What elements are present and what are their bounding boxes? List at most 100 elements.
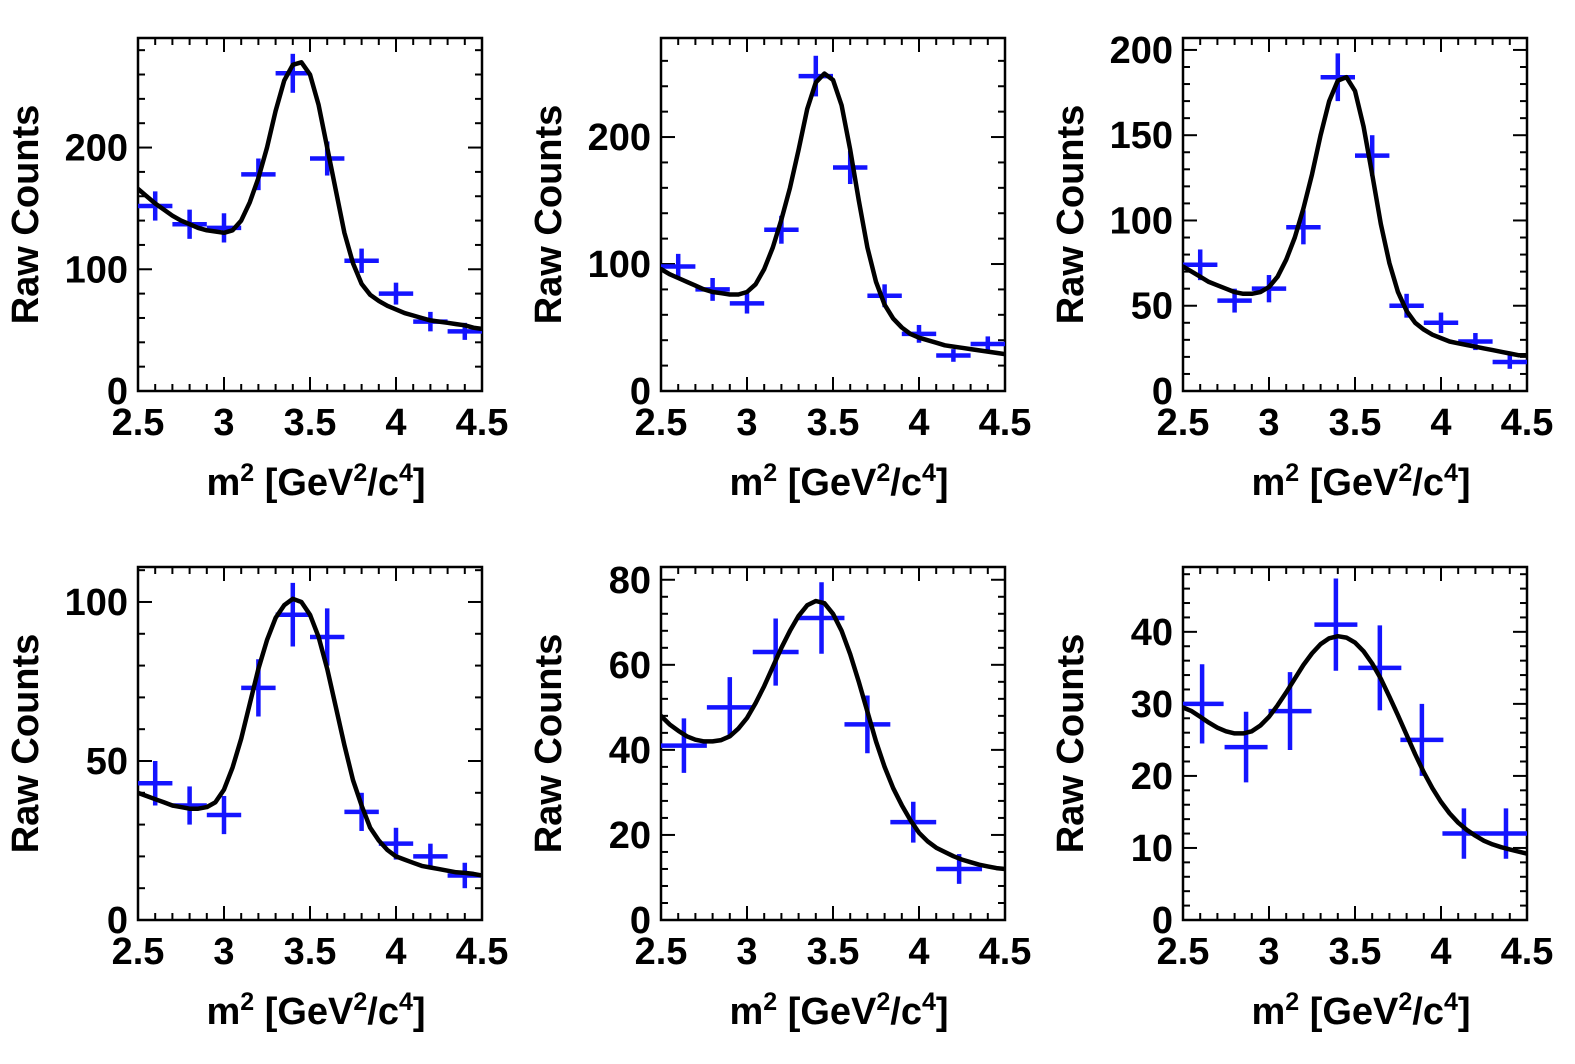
x-tick-label: 4.5: [1501, 402, 1554, 444]
data-point: [1183, 664, 1224, 744]
fit-curve: [661, 71, 1005, 357]
x-tick-label: 3: [213, 931, 234, 973]
y-axis-label: Raw Counts: [528, 105, 570, 325]
y-tick-label: 40: [609, 730, 651, 772]
data-point: [1492, 355, 1527, 369]
x-axis-label: m2 [GeV2/c4]: [206, 988, 425, 1033]
data-point: [310, 608, 345, 666]
x-tick-label: 2.5: [635, 402, 688, 444]
data-point: [970, 336, 1005, 352]
plot-frame: [1181, 565, 1529, 922]
y-axis-label: Raw Counts: [1050, 634, 1092, 854]
fit-curve: [138, 60, 482, 332]
y-tick-label: 100: [65, 249, 128, 291]
y-tick-label: 0: [1152, 371, 1173, 413]
x-tick-label: 4: [908, 402, 929, 444]
x-axis-label: m2 [GeV2/c4]: [1251, 459, 1470, 504]
data-point: [275, 53, 310, 93]
data-point: [661, 718, 707, 773]
x-tick-label: 4: [385, 402, 406, 444]
y-tick-label: 80: [609, 560, 651, 602]
panel-2: 2.5 3 3.5 4 4.5 0 100 200 m2 [GeV2/c4] Raw Counts: [528, 36, 1032, 504]
x-tick-label: 4.5: [979, 402, 1032, 444]
x-tick-label: 3.5: [807, 402, 860, 444]
x-axis-label: m2 [GeV2/c4]: [206, 459, 425, 504]
y-tick-label: 0: [1152, 900, 1173, 942]
x-tick-label: 3.5: [1329, 402, 1382, 444]
x-tick-label: 2.5: [635, 931, 688, 973]
y-tick-label: 100: [65, 582, 128, 624]
y-tick-label: 0: [630, 371, 651, 413]
x-axis-label: m2 [GeV2/c4]: [1251, 988, 1470, 1033]
data-point: [729, 293, 765, 314]
x-tick-label: 4: [1430, 931, 1451, 973]
plot-area: [138, 582, 482, 889]
y-tick-label: 200: [1110, 30, 1173, 72]
data-point: [706, 677, 753, 738]
panel-6: 2.5 3 3.5 4 4.5 0 10 20 30 40 m2 [GeV2/c4] Raw Coun…: [1050, 565, 1554, 1033]
x-tick-label: 2.5: [112, 931, 165, 973]
y-tick-label: 150: [1110, 115, 1173, 157]
y-tick-label: 10: [1131, 828, 1173, 870]
x-tick-label: 2.5: [112, 402, 165, 444]
y-tick-label: 50: [86, 741, 128, 783]
x-tick-label: 2.5: [1157, 931, 1210, 973]
y-tick-label: 60: [609, 645, 651, 687]
x-tick-label: 3.5: [284, 931, 337, 973]
y-tick-label: 20: [609, 815, 651, 857]
plot-area: [1183, 578, 1527, 859]
panel-5: 2.5 3 3.5 4 4.5 0 20 40 60 80 m2 [GeV2/c4] Raw Coun…: [528, 560, 1031, 1033]
plot-frame: [659, 36, 1007, 393]
y-axis-label: Raw Counts: [5, 634, 47, 854]
y-tick-label: 30: [1131, 684, 1173, 726]
fit-curve: [661, 598, 1005, 872]
plot-area: [138, 53, 482, 340]
fit-curve: [1183, 633, 1527, 856]
x-tick-label: 4: [385, 931, 406, 973]
panel-1: 2.5 3 3.5 4 4.5 0 100 200 m2 [GeV2/c4] Raw Counts: [5, 36, 509, 504]
plot-area: [1183, 53, 1527, 369]
x-tick-label: 3: [213, 402, 234, 444]
y-tick-label: 200: [588, 117, 651, 159]
x-tick-label: 3: [1258, 402, 1279, 444]
x-tick-label: 4: [1430, 402, 1451, 444]
y-tick-label: 40: [1131, 612, 1173, 654]
data-point: [1314, 578, 1358, 671]
y-axis-label: Raw Counts: [528, 634, 570, 854]
x-tick-label: 3: [1258, 931, 1279, 973]
x-tick-label: 4.5: [979, 931, 1032, 973]
data-point: [752, 618, 799, 686]
y-axis-label: Raw Counts: [1050, 105, 1092, 325]
x-tick-label: 2.5: [1157, 402, 1210, 444]
x-tick-label: 4.5: [1501, 931, 1554, 973]
x-tick-label: 4.5: [456, 931, 509, 973]
y-tick-label: 0: [630, 900, 651, 942]
y-tick-label: 0: [107, 371, 128, 413]
y-tick-label: 200: [65, 128, 128, 170]
x-tick-label: 3: [736, 931, 757, 973]
data-point: [378, 282, 414, 305]
fit-curve: [138, 596, 482, 878]
plot-area: [661, 55, 1005, 362]
x-tick-label: 3.5: [284, 402, 337, 444]
y-axis-label: Raw Counts: [5, 105, 47, 325]
data-point: [1442, 808, 1486, 859]
panel-4: 2.5 3 3.5 4 4.5 0 50 100 m2 [GeV2/c4] Raw Counts: [5, 565, 509, 1033]
data-point: [275, 582, 310, 647]
x-tick-label: 4.5: [456, 402, 509, 444]
data-point: [661, 253, 696, 280]
x-axis-label: m2 [GeV2/c4]: [729, 988, 948, 1033]
x-axis-label: m2 [GeV2/c4]: [729, 459, 948, 504]
y-tick-label: 100: [588, 244, 651, 286]
fit-curve: [1183, 74, 1527, 358]
data-point: [206, 795, 242, 835]
x-tick-label: 3: [736, 402, 757, 444]
data-point: [413, 843, 448, 870]
data-point: [1358, 625, 1402, 711]
data-point: [936, 349, 971, 362]
x-tick-label: 3.5: [1329, 931, 1382, 973]
y-tick-label: 20: [1131, 756, 1173, 798]
data-point: [1423, 312, 1459, 334]
panel-3: 2.5 3 3.5 4 4.5 0 50 100 150 200 m2 [GeV2/c4] Raw C…: [1050, 30, 1553, 504]
